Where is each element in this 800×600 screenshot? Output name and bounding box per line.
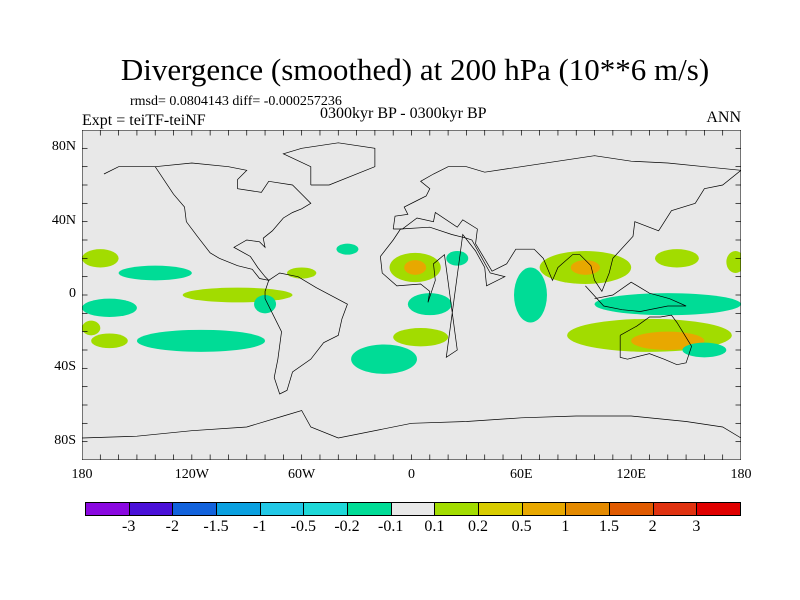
lat-label: 40S xyxy=(54,359,76,375)
divergence-region xyxy=(726,251,741,273)
lon-label: 60E xyxy=(510,467,533,482)
divergence-region xyxy=(407,293,452,316)
divergence-region xyxy=(182,287,293,303)
experiment-label: Expt = teiTF-teiNF xyxy=(82,112,206,129)
lon-label: 180 xyxy=(730,467,752,482)
colorbar-label: -1.5 xyxy=(203,518,229,535)
lon-label: 120E xyxy=(616,467,646,482)
colorbar-swatch xyxy=(478,502,523,516)
colorbar-label: 2 xyxy=(648,518,657,535)
colorbar-swatch xyxy=(85,502,130,516)
lon-label: 0 xyxy=(408,467,415,482)
colorbar-swatch xyxy=(696,502,741,516)
divergence-fields xyxy=(82,243,741,374)
colorbar-swatch xyxy=(652,502,698,516)
divergence-region xyxy=(594,293,741,316)
colorbar-swatch xyxy=(172,502,217,516)
divergence-region xyxy=(118,265,192,281)
coastlines xyxy=(82,143,741,438)
divergence-region xyxy=(631,331,705,350)
divergence-region xyxy=(287,267,317,279)
colorbar-label: -2 xyxy=(165,518,179,535)
season-label: ANN xyxy=(706,109,741,126)
divergence-region xyxy=(682,342,727,358)
divergence-region xyxy=(82,320,101,336)
colorbar-swatch xyxy=(521,502,567,516)
divergence-region xyxy=(514,267,547,323)
coast-eurasia xyxy=(393,156,741,292)
lat-label: 40N xyxy=(51,212,76,228)
period-label: 0300kyr BP - 0300kyr BP xyxy=(320,105,487,122)
colorbar-swatch xyxy=(609,502,654,516)
divergence-region xyxy=(91,333,128,349)
lat-label: 80S xyxy=(54,432,76,448)
colorbar-swatch xyxy=(434,502,479,516)
divergence-region xyxy=(336,243,359,255)
divergence-region xyxy=(254,295,277,314)
divergence-region xyxy=(136,329,266,352)
colorbar-swatch xyxy=(565,502,610,516)
coast-africa xyxy=(380,227,504,357)
colorbar-swatch xyxy=(303,502,348,516)
colorbar-swatch xyxy=(259,502,305,516)
coast-antarctica xyxy=(82,411,741,439)
colorbar-label: -1 xyxy=(252,518,267,535)
lon-label: 60W xyxy=(288,467,316,482)
divergence-region xyxy=(654,249,699,268)
coast-north-america xyxy=(104,163,311,280)
colorbar-swatch xyxy=(216,502,261,516)
divergence-region xyxy=(404,260,427,275)
lon-label: 180 xyxy=(71,467,93,482)
divergence-region xyxy=(82,249,119,268)
colorbar-swatch xyxy=(128,502,174,516)
colorbar-label: 1.5 xyxy=(599,518,619,535)
divergence-region xyxy=(82,298,137,317)
coast-indonesia xyxy=(585,282,686,311)
colorbar-label: 0.5 xyxy=(511,518,532,535)
lon-label: 120W xyxy=(174,467,209,482)
colorbar-label: 0.1 xyxy=(424,518,445,535)
coast-australia xyxy=(620,315,691,365)
colorbar-label: -0.5 xyxy=(290,518,316,535)
coast-south-america xyxy=(265,273,347,394)
divergence-region xyxy=(570,260,601,275)
colorbar-swatch xyxy=(347,502,392,516)
colorbar-label: 1 xyxy=(561,518,570,535)
plot-title: Divergence (smoothed) at 200 hPa (10**6 … xyxy=(120,52,710,87)
colorbar-swatch xyxy=(390,502,436,516)
lat-label: 0 xyxy=(69,286,76,301)
divergence-map xyxy=(82,130,741,460)
divergence-region xyxy=(446,251,469,266)
divergence-region xyxy=(351,344,417,374)
colorbar-label: 0.2 xyxy=(468,518,488,535)
lat-label: 80N xyxy=(51,139,76,155)
colorbar-label: 3 xyxy=(692,518,701,535)
colorbar-label: -0.2 xyxy=(334,518,360,535)
colorbar-label: -0.1 xyxy=(377,518,404,535)
axis-ticks xyxy=(82,130,741,460)
stats-text: rmsd= 0.0804143 diff= -0.000257236 xyxy=(130,94,342,109)
colorbar-label: -3 xyxy=(121,518,136,535)
divergence-region xyxy=(393,328,449,347)
coast-greenland xyxy=(283,143,375,185)
